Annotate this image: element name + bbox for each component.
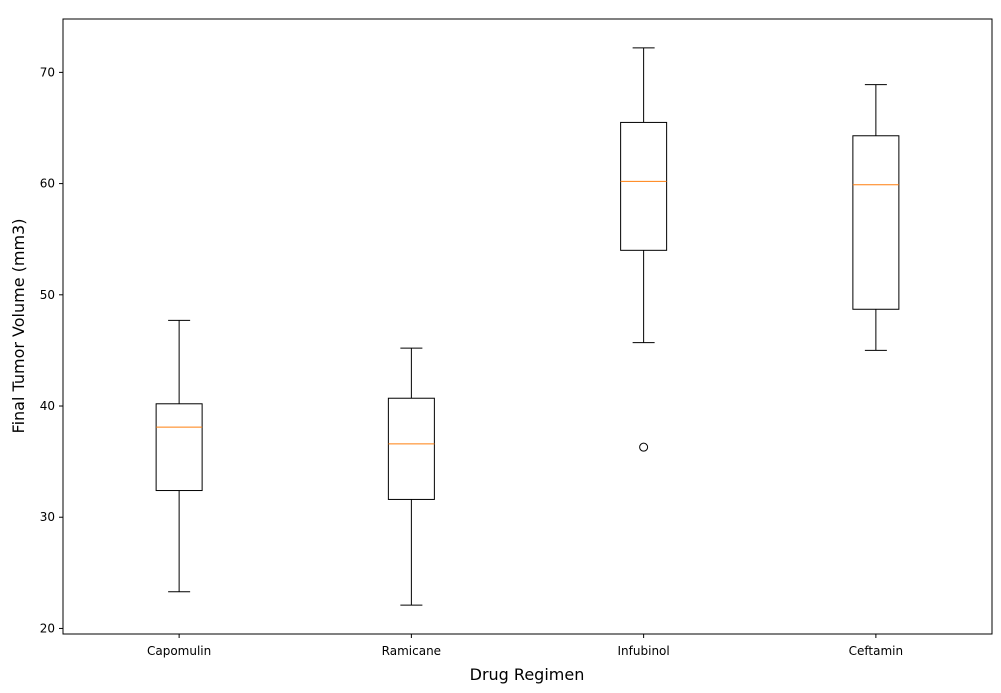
y-tick-label: 40 [40,399,55,413]
iqr-box [852,135,900,310]
x-tick-label: Ramicane [382,644,441,658]
plot-frame [62,18,993,635]
x-tick-label: Ceftamin [849,644,903,658]
box-infubinol [620,47,668,452]
outlier-point [639,442,649,452]
box-ceftamin [852,84,900,351]
y-tick-label: 30 [40,510,55,524]
box-capomulin [155,319,203,593]
x-tick-label: Infubinol [618,644,670,658]
y-tick-label: 70 [40,65,55,79]
iqr-box [155,403,203,492]
x-tick-label: Capomulin [147,644,211,658]
box-ramicane [387,347,435,606]
plot-area [155,47,900,606]
y-tick-label: 20 [40,621,55,635]
iqr-box [387,397,435,500]
x-axis-label: Drug Regimen [470,665,585,684]
iqr-box [620,121,668,251]
y-axis-label: Final Tumor Volume (mm3) [9,219,28,434]
y-tick-label: 60 [40,177,55,191]
y-tick-label: 50 [40,288,55,302]
